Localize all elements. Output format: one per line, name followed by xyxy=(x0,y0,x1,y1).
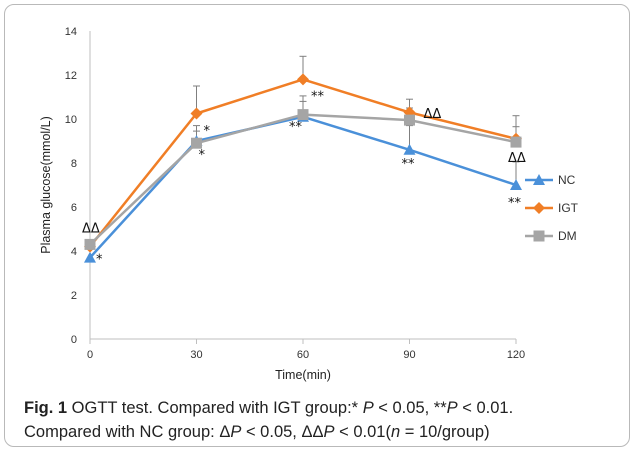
y-axis-label: Plasma glucose(mmol/L) xyxy=(39,116,53,254)
x-tick-label: 60 xyxy=(297,349,309,361)
y-tick-label: 14 xyxy=(65,26,77,38)
x-tick-label: 90 xyxy=(403,349,415,361)
marker-triangle xyxy=(403,143,416,155)
x-axis-label: Time(min) xyxy=(275,368,331,382)
legend-label-DM: DM xyxy=(558,229,577,243)
significance-annotations: ΔΔ*******ΔΔ** ΔΔ** xyxy=(82,90,526,268)
marker-diamond xyxy=(190,107,203,120)
y-tick-label: 0 xyxy=(71,334,77,346)
y-tick-label: 10 xyxy=(65,114,77,126)
y-tick-label: 2 xyxy=(71,290,77,302)
x-tick-label: 120 xyxy=(507,349,525,361)
x-tick-label: 30 xyxy=(190,349,202,361)
marker-square xyxy=(191,137,202,149)
marker-square xyxy=(533,230,545,242)
annotation-label: ** xyxy=(508,196,522,211)
chart-legend: NC IGT DM xyxy=(525,173,579,243)
annotation-label: ΔΔ xyxy=(508,151,526,166)
annotation-label: ** xyxy=(311,90,325,105)
marker-square xyxy=(84,238,96,250)
caption-italic-n: n xyxy=(390,423,401,441)
annotation-label: ** xyxy=(402,157,416,172)
annotation-label: * xyxy=(204,124,211,139)
marker-square xyxy=(297,109,309,121)
figure-label: Fig. 1 xyxy=(24,399,68,417)
caption-text: OGTT test. Compared with IGT group:* xyxy=(67,399,363,417)
caption-italic-p: P xyxy=(230,423,242,441)
caption-text: < 0.05, ** xyxy=(373,399,447,417)
y-tick-label: 8 xyxy=(71,158,77,170)
caption-text: < 0.01( xyxy=(334,423,391,441)
marker-triangle xyxy=(84,251,96,263)
annotation-label: ** xyxy=(289,120,303,135)
marker-square xyxy=(404,114,415,126)
series-line-NC xyxy=(89,115,517,259)
caption-text: < 0.05, ΔΔ xyxy=(241,423,324,441)
legend-label-NC: NC xyxy=(558,173,576,187)
annotation-label: * xyxy=(199,148,206,163)
annotation-label: ΔΔ xyxy=(424,107,442,122)
y-tick-label: 4 xyxy=(71,246,77,258)
x-tick-label: 0 xyxy=(87,349,93,361)
caption-line-1: Fig. 1 OGTT test. Compared with IGT grou… xyxy=(24,396,624,420)
marker-triangle xyxy=(510,179,522,190)
series-markers xyxy=(84,73,522,263)
caption-line-2: Compared with NC group: ΔP < 0.05, ΔΔP <… xyxy=(24,420,624,444)
marker-square xyxy=(510,136,522,148)
caption-text: Compared with NC group: Δ xyxy=(24,423,231,441)
caption-italic-p: P xyxy=(446,399,458,417)
series-line-DM xyxy=(89,113,517,246)
chart-axes: 0 2 4 6 8 10 12 14 0 30 60 90 120 xyxy=(65,26,525,361)
caption-text: < 0.01. xyxy=(457,399,514,417)
caption-italic-p: P xyxy=(362,399,374,417)
marker-triangle xyxy=(533,174,545,185)
caption-text: = 10/group) xyxy=(400,423,490,441)
error-bars xyxy=(193,55,520,185)
y-tick-label: 12 xyxy=(65,70,77,82)
marker-diamond xyxy=(533,202,545,214)
y-tick-label: 6 xyxy=(71,202,77,214)
annotation-label: * xyxy=(96,253,103,268)
figure-caption: Fig. 1 OGTT test. Compared with IGT grou… xyxy=(24,396,624,444)
legend-label-IGT: IGT xyxy=(558,201,579,215)
caption-italic-p: P xyxy=(323,423,335,441)
marker-diamond xyxy=(297,73,309,86)
annotation-label: ΔΔ xyxy=(82,221,100,236)
